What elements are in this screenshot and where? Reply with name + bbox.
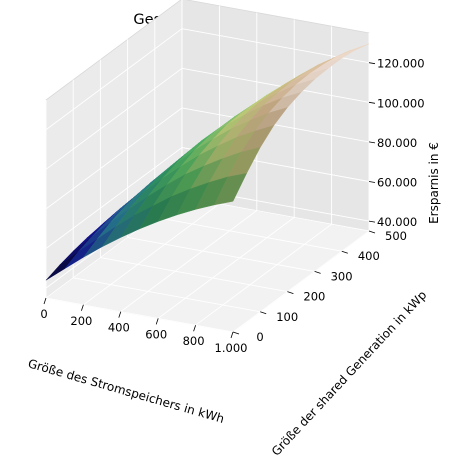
- y-tick-label: 200: [303, 290, 325, 304]
- z-tick-label: 100.000: [377, 96, 425, 110]
- y-grid-line: [45, 297, 234, 333]
- y-grid-line: [127, 236, 315, 272]
- tick-mark: [368, 181, 376, 183]
- x-tick-label: 600: [145, 327, 167, 341]
- y-tick-label: 100: [276, 310, 298, 324]
- z-tick-label: 40.000: [377, 215, 417, 229]
- z-axis-label: Ersparnis in €: [427, 142, 441, 224]
- tick-mark: [193, 325, 196, 332]
- tick-mark: [368, 141, 376, 144]
- tick-mark: [368, 101, 376, 104]
- tick-mark: [341, 250, 348, 254]
- tick-mark: [118, 311, 122, 318]
- x-grid-line: [120, 210, 258, 312]
- z-tick-label: 60.000: [377, 176, 417, 190]
- x-grid-line: [157, 217, 295, 319]
- x-grid-line: [232, 230, 370, 333]
- tick-mark: [368, 230, 376, 234]
- tick-mark: [368, 62, 376, 65]
- tick-mark: [230, 331, 234, 339]
- z-grid-line: [181, 67, 370, 103]
- z-tick-label: 80.000: [377, 136, 417, 150]
- z-grid-line: [45, 147, 183, 249]
- z-grid-line: [45, 28, 183, 131]
- tick-mark: [314, 271, 321, 274]
- x-axis-label: Größe des Stromspeichers in kWh: [26, 356, 225, 426]
- tick-mark: [287, 291, 294, 294]
- tick-mark: [43, 297, 47, 305]
- x-grid-line: [195, 223, 332, 326]
- y-tick-label: 0: [256, 330, 263, 344]
- y-grid-line: [100, 257, 288, 293]
- y-tick-label: 400: [358, 249, 380, 263]
- z-grid-line: [45, 67, 183, 170]
- y-grid-line: [154, 216, 342, 252]
- x-tick-label: 800: [183, 334, 205, 348]
- surface-cell: [213, 173, 247, 206]
- tick-mark: [232, 331, 240, 335]
- tick-mark: [260, 311, 267, 315]
- x-tick-label: 200: [70, 314, 92, 328]
- y-grid-line: [73, 277, 261, 313]
- y-tick-label: 300: [331, 269, 353, 283]
- tick-mark: [368, 220, 376, 223]
- axis-ticks: 0 200 400 600 800 1.000 0 100 200 300 400 50040.000…: [40, 57, 424, 355]
- z-grid-line: [181, 107, 370, 143]
- z-grid-line: [45, 107, 183, 210]
- x-tick-label: 400: [108, 321, 130, 335]
- y-tick-label: 500: [385, 229, 407, 243]
- z-tick-label: 120.000: [377, 57, 425, 71]
- x-grid-line: [83, 203, 220, 306]
- tick-mark: [155, 318, 159, 325]
- x-tick-label: 0: [40, 307, 47, 321]
- x-tick-label: 1.000: [215, 341, 248, 355]
- surface-plot: [45, 43, 370, 281]
- tick-mark: [81, 304, 84, 311]
